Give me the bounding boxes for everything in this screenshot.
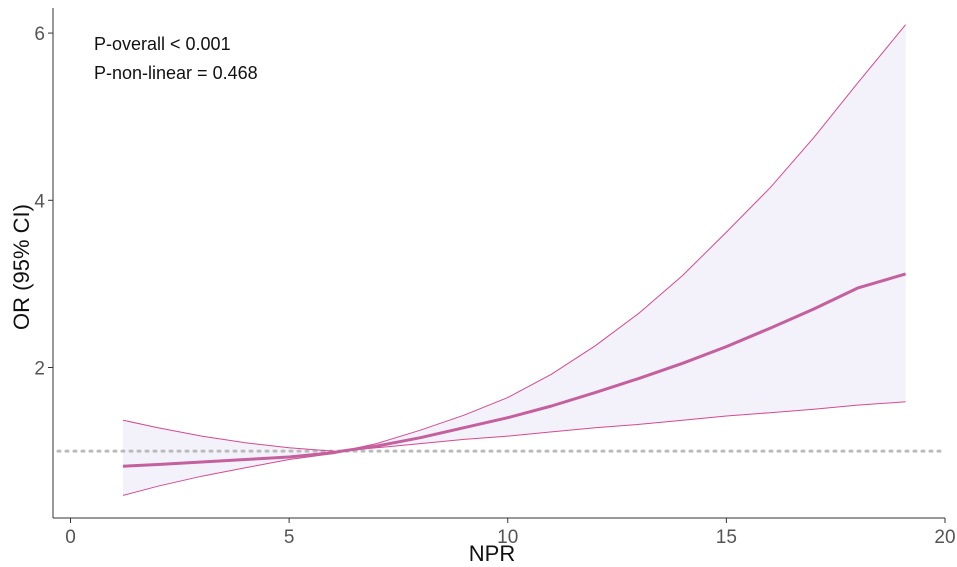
y-axis-title: OR (95% CI)	[9, 204, 34, 330]
x-tick-label: 15	[716, 527, 737, 548]
plot-area: 0 5 10 15 20 2 4 6	[34, 8, 956, 548]
x-axis-title: NPR	[469, 541, 515, 566]
p-overall-annotation: P-overall < 0.001	[94, 34, 231, 54]
x-tick-label: 20	[934, 527, 955, 548]
x-tick-label: 10	[497, 527, 518, 548]
ci-band	[123, 24, 906, 496]
ci-upper-line	[122, 24, 906, 452]
x-tick-label: 5	[284, 527, 295, 548]
y-tick-label: 6	[34, 24, 45, 45]
x-tick-label: 0	[65, 527, 76, 548]
y-tick-label: 4	[34, 191, 45, 212]
ci-lower-line	[122, 401, 906, 496]
or-estimate-line	[122, 272, 907, 468]
y-tick-label: 2	[34, 359, 45, 380]
p-nonlinear-annotation: P-non-linear = 0.468	[94, 63, 258, 83]
